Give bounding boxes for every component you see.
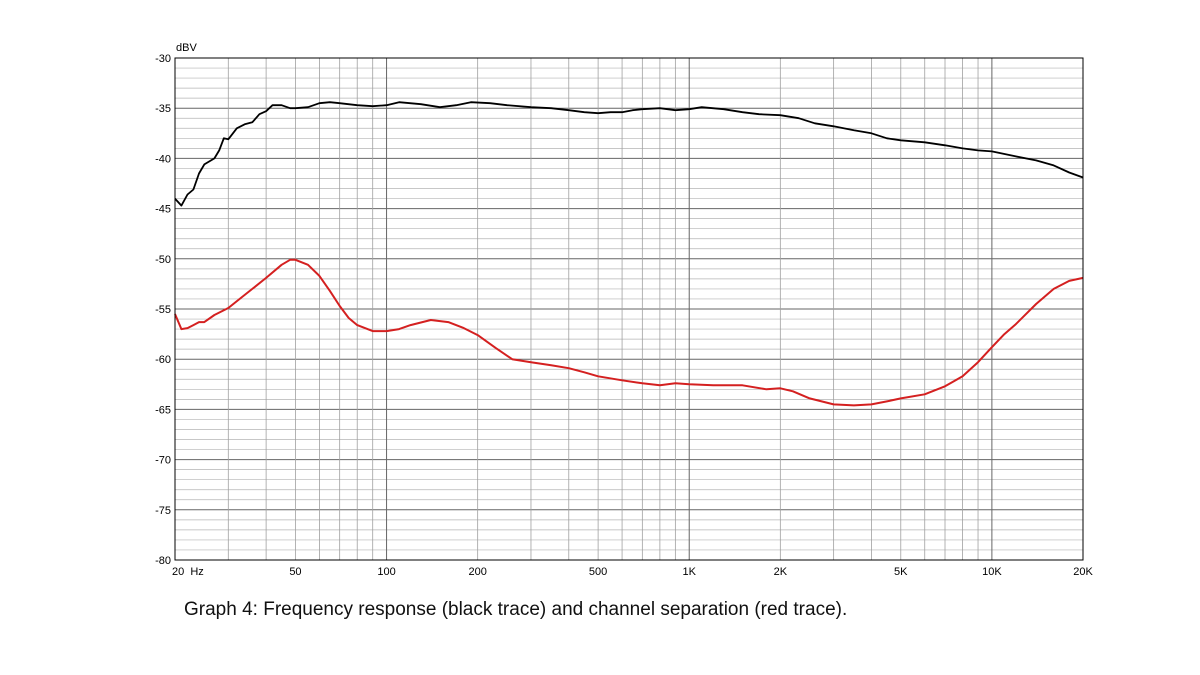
y-tick-label: -50 (155, 254, 171, 266)
series-line-channel-separation (174, 258, 1084, 407)
x-tick-label: 500 (589, 566, 607, 578)
y-tick-label: -30 (155, 53, 171, 65)
y-axis-unit-label: dBV (176, 42, 197, 54)
y-tick-label: -40 (155, 153, 171, 165)
x-tick-label: 5K (894, 566, 908, 578)
y-tick-label: -60 (155, 354, 171, 366)
graph-caption: Graph 4: Frequency response (black trace… (184, 599, 848, 620)
x-tick-label: 10K (982, 566, 1002, 578)
y-tick-label: -55 (155, 304, 171, 316)
series-layer (174, 101, 1084, 407)
y-tick-label: -65 (155, 404, 171, 416)
x-tick-label: 20K (1073, 566, 1093, 578)
x-axis-tick-labels: 20 Hz 50 100 200 500 1K 2K 5K 10K 20K (172, 566, 1093, 578)
x-tick-label: 20 Hz (172, 566, 204, 578)
x-tick-label: 1K (682, 566, 696, 578)
x-tick-label: 50 (289, 566, 301, 578)
y-tick-label: -70 (155, 455, 171, 467)
y-axis-tick-labels: -30 -35 -40 -45 -50 -55 -60 -65 -70 -75 -80 (155, 53, 171, 567)
series-line-frequency-response (174, 101, 1084, 207)
x-tick-label: 100 (377, 566, 395, 578)
grid (174, 57, 1084, 561)
y-tick-label: -45 (155, 204, 171, 216)
y-tick-label: -80 (155, 555, 171, 567)
y-tick-label: -35 (155, 103, 171, 115)
plot-frame (174, 57, 1084, 561)
y-tick-label: -75 (155, 505, 171, 517)
x-tick-label: 2K (774, 566, 788, 578)
x-tick-label: 200 (468, 566, 486, 578)
